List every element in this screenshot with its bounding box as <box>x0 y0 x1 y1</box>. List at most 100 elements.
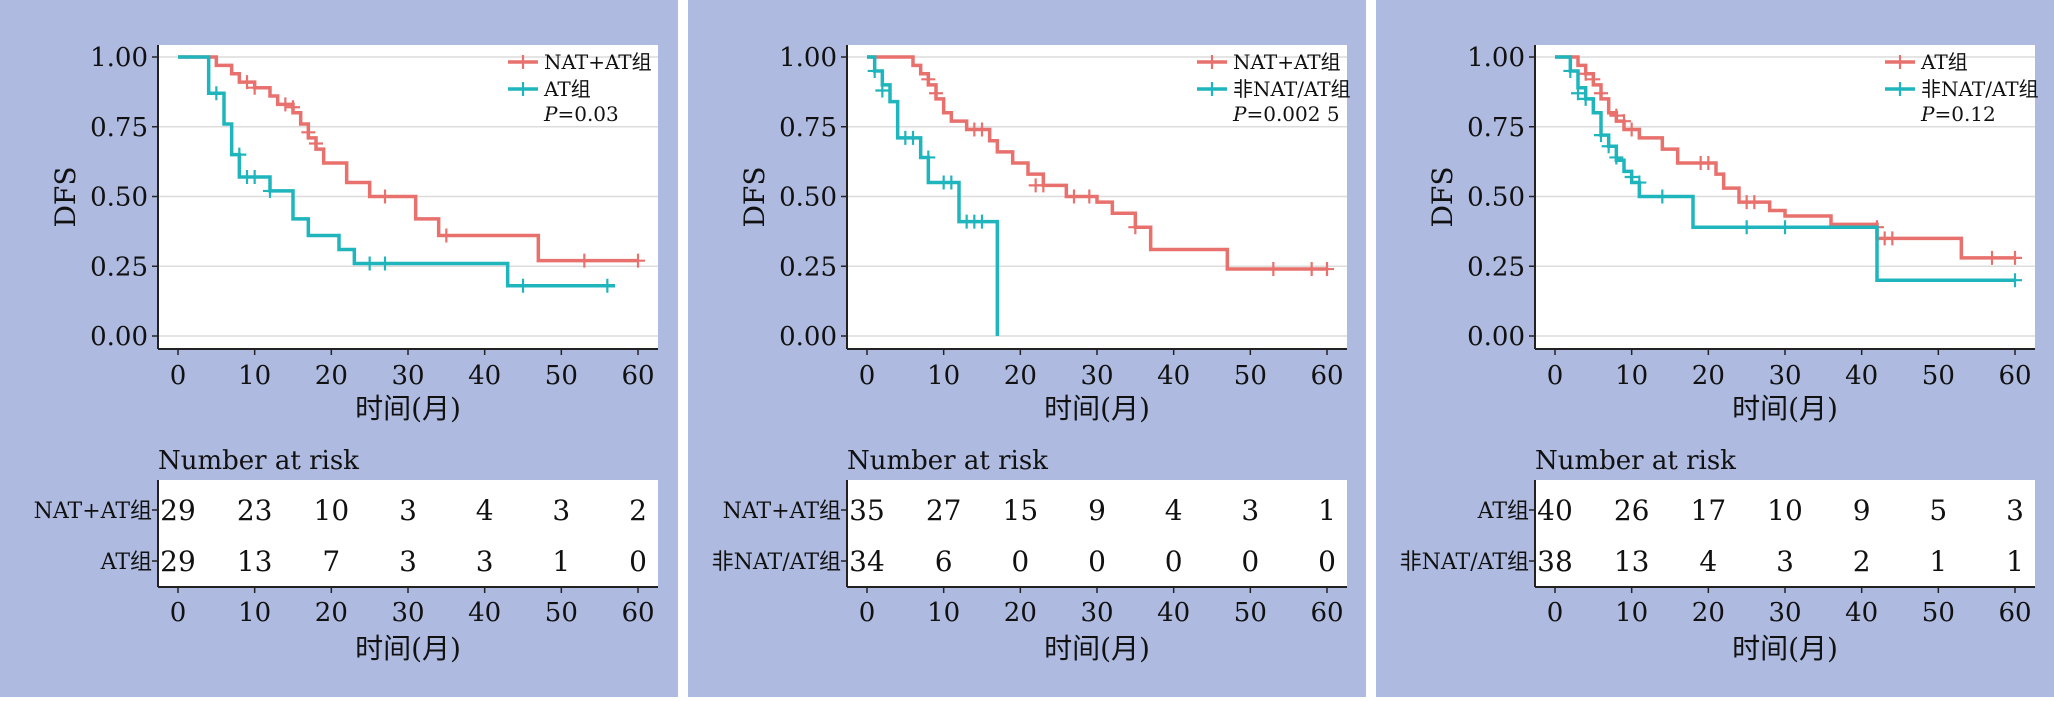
y-tick-label: 0.75 <box>90 113 148 143</box>
risk-count: 7 <box>322 545 340 578</box>
censor-mark <box>1067 189 1081 204</box>
p-number: =0.002 5 <box>1246 102 1339 126</box>
censor-mark <box>209 86 224 101</box>
y-tick-label: 1.00 <box>779 43 837 73</box>
censor-mark <box>2008 250 2022 265</box>
x-tick-label: 10 <box>1615 361 1648 391</box>
censor-mark <box>1266 262 1281 277</box>
censor-mark <box>1739 220 1754 235</box>
x-tick-label: 0 <box>1547 361 1564 391</box>
y-tick-label: 0.50 <box>90 183 148 213</box>
risk-x-tick-label: 60 <box>1310 598 1343 628</box>
censor-mark <box>875 83 890 98</box>
legend-censor-mark <box>516 82 530 96</box>
risk-x-axis-label: 时间(月) <box>1732 632 1838 665</box>
risk-count: 9 <box>1853 494 1871 527</box>
censor-mark <box>1320 262 1334 277</box>
risk-x-tick-label: 50 <box>545 598 578 628</box>
risk-count: 1 <box>1318 494 1336 527</box>
censor-mark <box>1601 139 1616 154</box>
risk-count: 10 <box>1767 494 1803 527</box>
risk-count: 3 <box>1776 545 1794 578</box>
risk-count: 1 <box>552 545 570 578</box>
risk-count: 34 <box>849 545 885 578</box>
x-tick-label: 40 <box>468 361 501 391</box>
risk-count: 13 <box>237 545 273 578</box>
censor-mark <box>378 256 392 271</box>
risk-count: 0 <box>1165 545 1183 578</box>
legend-label: NAT+AT组 <box>1233 50 1341 74</box>
risk-x-tick-label: 60 <box>621 598 654 628</box>
x-tick-label: 20 <box>315 361 348 391</box>
censor-mark <box>975 214 989 229</box>
censor-mark <box>1624 169 1639 184</box>
x-tick-label: 10 <box>238 361 271 391</box>
censor-mark <box>362 256 377 271</box>
censor-mark <box>263 183 277 198</box>
legend-label: AT组 <box>543 77 591 101</box>
censor-mark <box>1036 178 1051 193</box>
censor-mark <box>1632 175 1647 190</box>
legend-censor-mark <box>516 55 530 69</box>
risk-x-tick-label: 20 <box>1004 598 1037 628</box>
censor-mark <box>1655 189 1670 204</box>
x-tick-label: 20 <box>1004 361 1037 391</box>
censor-mark <box>1594 86 1608 101</box>
censor-mark <box>921 150 936 165</box>
risk-count: 3 <box>476 545 494 578</box>
censor-mark <box>309 136 323 151</box>
p-value: P=0.12 <box>1920 102 1996 126</box>
risk-count: 3 <box>1241 494 1259 527</box>
censor-mark <box>247 169 262 184</box>
risk-x-tick-label: 0 <box>1547 598 1564 628</box>
censor-mark <box>1985 250 1999 265</box>
risk-x-tick-label: 50 <box>1234 598 1267 628</box>
risk-count: 23 <box>237 494 273 527</box>
risk-count: 15 <box>1003 494 1039 527</box>
censor-mark <box>1747 195 1762 210</box>
censor-mark <box>232 147 247 162</box>
risk-count: 6 <box>935 545 953 578</box>
risk-row-label: AT组 <box>100 550 152 575</box>
p-symbol: P <box>1232 102 1247 126</box>
censor-mark <box>1609 108 1624 123</box>
y-axis-label: DFS <box>1426 166 1459 227</box>
risk-x-tick-label: 60 <box>1998 598 2031 628</box>
risk-count: 2 <box>629 494 647 527</box>
x-tick-label: 60 <box>1998 361 2031 391</box>
risk-count: 4 <box>476 494 494 527</box>
censor-mark <box>439 228 454 243</box>
km-panel-3: 0.000.250.500.751.000 10 20 30 40 50 60时间(月)DF… <box>1376 0 2054 697</box>
censor-mark <box>1128 220 1143 235</box>
p-symbol: P <box>1920 102 1935 126</box>
censor-mark <box>1609 150 1624 165</box>
censor-mark <box>516 278 530 293</box>
x-tick-label: 30 <box>1768 361 1801 391</box>
km-panel-2: 0.000.250.500.751.000 10 20 30 40 50 60时间(月)DF… <box>688 0 1366 697</box>
censor-mark <box>867 63 882 78</box>
censor-mark <box>921 72 936 87</box>
censor-mark <box>2008 273 2022 288</box>
legend-label: 非NAT/AT组 <box>1233 77 1351 101</box>
km-curve-2 <box>178 55 615 288</box>
risk-count: 29 <box>160 545 196 578</box>
x-tick-label: 50 <box>1234 361 1267 391</box>
censor-mark <box>1778 220 1792 235</box>
risk-count: 17 <box>1691 494 1727 527</box>
p-value: P=0.03 <box>543 102 619 126</box>
risk-x-tick-label: 10 <box>1615 598 1648 628</box>
censor-mark <box>286 100 300 115</box>
censor-mark <box>975 122 989 137</box>
risk-x-tick-label: 30 <box>391 598 424 628</box>
risk-count: 13 <box>1614 545 1650 578</box>
p-symbol: P <box>543 102 558 126</box>
legend-label: AT组 <box>1920 50 1968 74</box>
censor-mark <box>278 97 293 112</box>
censor-mark <box>929 86 943 101</box>
censor-mark <box>1304 262 1319 277</box>
risk-x-tick-label: 30 <box>1080 598 1113 628</box>
km-curve-1 <box>867 55 1327 271</box>
risk-row-label: 非NAT/AT组 <box>1400 550 1529 575</box>
legend-censor-mark <box>1205 55 1219 69</box>
